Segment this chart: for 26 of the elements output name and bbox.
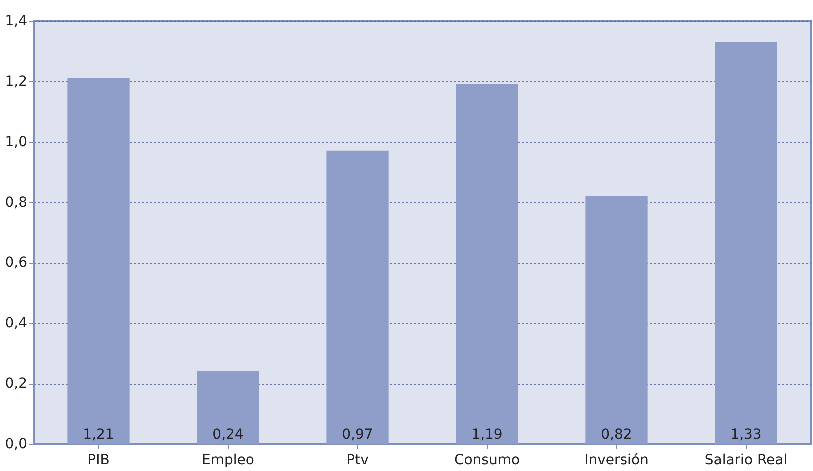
bar: [68, 78, 130, 444]
y-tick-label: 0,4: [5, 316, 28, 332]
x-tick-label: Consumo: [454, 452, 520, 468]
x-tick-label: Empleo: [202, 452, 254, 468]
y-tick-label: 1,0: [5, 134, 28, 150]
data-label: 1,19: [472, 427, 503, 443]
y-tick-label: 0,6: [5, 255, 28, 272]
data-label: 0,82: [601, 427, 632, 443]
bar: [197, 371, 260, 444]
y-tick-label: 0,8: [5, 194, 28, 211]
bar: [326, 150, 389, 444]
x-tick-label: Salario Real: [704, 452, 788, 468]
x-tick-label: Inversión: [584, 452, 649, 468]
x-tick-label: PIB: [88, 452, 110, 468]
y-tick-label: 0,2: [5, 376, 28, 392]
data-label: 0,97: [342, 427, 374, 443]
bar: [456, 84, 518, 444]
data-label: 1,21: [83, 427, 114, 443]
bar: [586, 196, 648, 444]
data-label: 0,24: [212, 427, 244, 443]
y-tick-label: 0,0: [5, 436, 28, 452]
y-tick-label: 1,2: [5, 74, 28, 90]
bar: [715, 42, 778, 444]
y-tick-label: 1,4: [5, 14, 28, 30]
data-label: 1,33: [730, 427, 762, 443]
x-tick-label: Ptv: [346, 452, 369, 468]
